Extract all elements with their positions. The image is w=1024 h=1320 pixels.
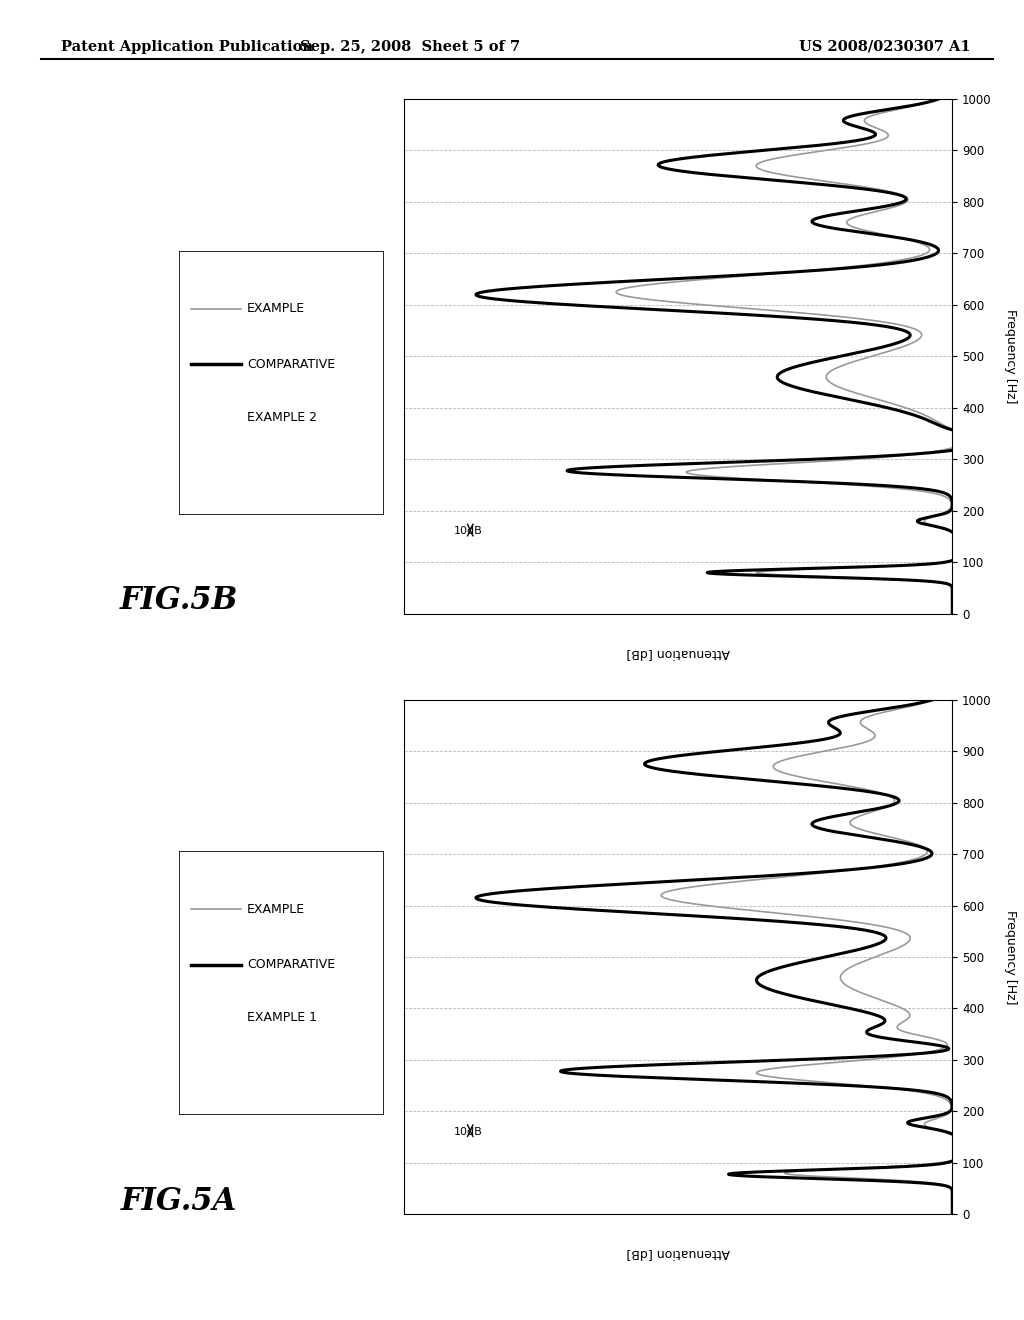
Text: FIG.5A: FIG.5A xyxy=(121,1185,238,1217)
Text: Attenuation [dB]: Attenuation [dB] xyxy=(627,647,730,660)
Y-axis label: Frequency [Hz]: Frequency [Hz] xyxy=(1004,909,1017,1005)
Text: EXAMPLE 1: EXAMPLE 1 xyxy=(247,1011,316,1024)
Text: EXAMPLE 2: EXAMPLE 2 xyxy=(247,411,316,424)
Text: EXAMPLE: EXAMPLE xyxy=(247,903,305,916)
Text: Attenuation [dB]: Attenuation [dB] xyxy=(627,1247,730,1261)
Text: COMPARATIVE: COMPARATIVE xyxy=(247,358,335,371)
Text: US 2008/0230307 A1: US 2008/0230307 A1 xyxy=(799,40,971,54)
Text: FIG.5B: FIG.5B xyxy=(120,585,239,616)
Text: Sep. 25, 2008  Sheet 5 of 7: Sep. 25, 2008 Sheet 5 of 7 xyxy=(300,40,519,54)
Text: EXAMPLE: EXAMPLE xyxy=(247,302,305,315)
Text: 10dB: 10dB xyxy=(454,1127,482,1137)
Text: 10dB: 10dB xyxy=(454,527,482,536)
Y-axis label: Frequency [Hz]: Frequency [Hz] xyxy=(1004,309,1017,404)
Text: COMPARATIVE: COMPARATIVE xyxy=(247,958,335,972)
Text: Patent Application Publication: Patent Application Publication xyxy=(61,40,313,54)
